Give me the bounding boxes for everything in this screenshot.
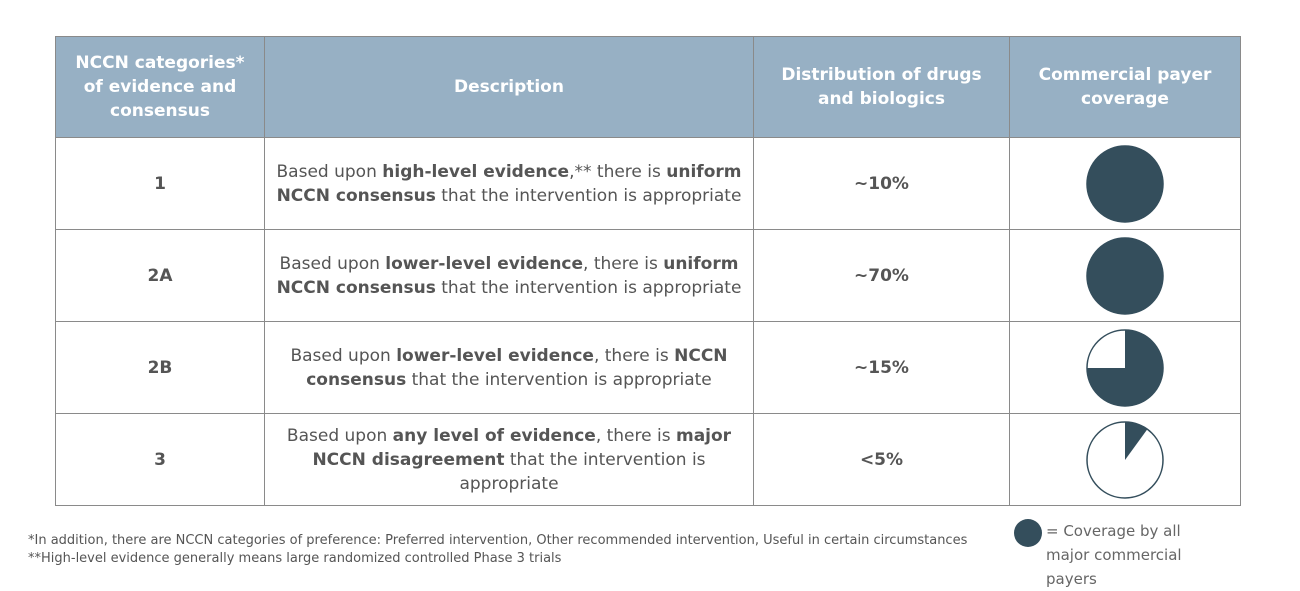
description-text: that the intervention is appropriate: [406, 369, 712, 390]
distribution-cell: ~10%: [753, 137, 1010, 230]
category-cell: 3: [55, 413, 265, 506]
category-cell: 2B: [55, 321, 265, 414]
description-text: Based upon: [290, 345, 397, 366]
coverage-pie-icon: [1086, 328, 1164, 407]
description-cell: Based upon high-level evidence,** there …: [264, 137, 754, 230]
coverage-pie-icon: [1086, 420, 1164, 499]
description-cell: Based upon lower-level evidence, there i…: [264, 321, 754, 414]
coverage-cell: [1009, 413, 1241, 506]
description-text: that the intervention is appropriate: [435, 277, 742, 298]
emphasis-text: major NCCN disagreement: [312, 425, 732, 470]
description-text: , there is: [593, 345, 675, 366]
category-cell: 1: [55, 137, 265, 230]
pie-slice: [1125, 421, 1148, 460]
distribution-cell: <5%: [753, 413, 1010, 506]
header-category: NCCN categories* of evidence and consens…: [55, 36, 265, 138]
description-text: , there is: [583, 253, 664, 274]
distribution-cell: ~15%: [753, 321, 1010, 414]
coverage-cell: [1009, 137, 1241, 230]
description-text: ,** there is: [569, 161, 667, 182]
header-coverage: Commercial payer coverage: [1009, 36, 1241, 138]
full-coverage-icon: [1014, 519, 1042, 547]
header-description: Description: [264, 36, 754, 138]
coverage-legend: = Coverage by all major commercial payer…: [1014, 519, 1226, 591]
legend-text: = Coverage by all major commercial payer…: [1046, 522, 1182, 588]
pie-slice: [1087, 329, 1163, 406]
table-row: 2A Based upon lower-level evidence, there…: [55, 229, 1241, 322]
description-text: that the intervention is appropriate: [459, 449, 706, 494]
coverage-pie-icon: [1086, 236, 1164, 315]
emphasis-text: any level of evidence: [392, 425, 596, 446]
table-row: 1 Based upon high-level evidence,** there…: [55, 137, 1241, 230]
table-row: 3 Based upon any level of evidence, there…: [55, 413, 1241, 506]
header-distribution: Distribution of drugs and biologics: [753, 36, 1010, 138]
emphasis-text: uniform NCCN consensus: [276, 253, 739, 298]
description-text: Based upon: [276, 161, 383, 182]
pie-background: [1086, 236, 1164, 315]
description-text: Based upon: [279, 253, 386, 274]
description-text: Based upon: [286, 425, 393, 446]
coverage-cell: [1009, 229, 1241, 322]
description-cell: Based upon lower-level evidence, there i…: [264, 229, 754, 322]
emphasis-text: high-level evidence: [382, 161, 570, 182]
description-text: that the intervention is appropriate: [435, 185, 742, 206]
footnote-1: *In addition, there are NCCN categories …: [28, 533, 968, 548]
header-row: NCCN categories* of evidence and consens…: [55, 36, 1241, 138]
emphasis-text: lower-level evidence: [396, 345, 594, 366]
emphasis-text: NCCN consensus: [306, 345, 728, 390]
coverage-pie-icon: [1086, 144, 1164, 223]
description-text: , there is: [595, 425, 676, 446]
emphasis-text: lower-level evidence: [385, 253, 584, 274]
distribution-cell: ~70%: [753, 229, 1010, 322]
coverage-cell: [1009, 321, 1241, 414]
emphasis-text: uniform NCCN consensus: [276, 161, 742, 206]
category-cell: 2A: [55, 229, 265, 322]
description-cell: Based upon any level of evidence, there …: [264, 413, 754, 506]
table-row: 2B Based upon lower-level evidence, there…: [55, 321, 1241, 414]
footnote-2: **High-level evidence generally means la…: [28, 551, 562, 566]
pie-background: [1086, 144, 1164, 223]
nccn-categories-table: NCCN categories* of evidence and consens…: [55, 36, 1241, 506]
